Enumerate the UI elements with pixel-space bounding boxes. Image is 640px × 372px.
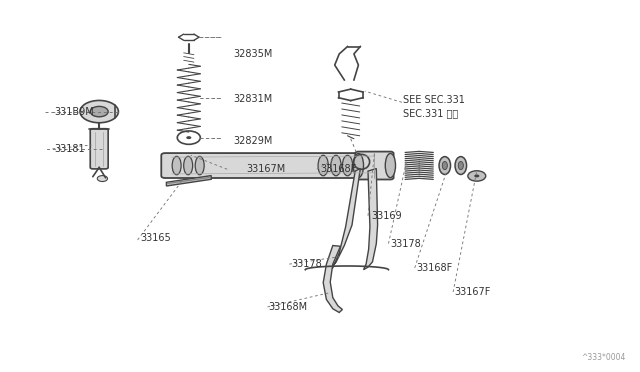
- Polygon shape: [326, 169, 360, 272]
- Text: 331B9M: 331B9M: [54, 107, 94, 116]
- Text: 33167F: 33167F: [454, 287, 491, 297]
- Text: 33178: 33178: [291, 259, 322, 269]
- FancyBboxPatch shape: [355, 152, 394, 179]
- Ellipse shape: [385, 153, 396, 177]
- FancyBboxPatch shape: [161, 153, 385, 178]
- Circle shape: [90, 106, 108, 117]
- Ellipse shape: [331, 155, 341, 176]
- Text: 33168F: 33168F: [320, 164, 356, 174]
- Text: 33167M: 33167M: [246, 164, 285, 174]
- Polygon shape: [364, 169, 378, 270]
- Text: 32835M: 32835M: [234, 49, 273, 59]
- Text: ^333*0004: ^333*0004: [582, 353, 626, 362]
- Text: 32831M: 32831M: [234, 94, 273, 103]
- Text: 33165: 33165: [141, 233, 172, 243]
- Ellipse shape: [353, 153, 364, 177]
- Text: 33168M: 33168M: [269, 302, 308, 312]
- Ellipse shape: [439, 157, 451, 174]
- Ellipse shape: [342, 155, 353, 176]
- Circle shape: [474, 174, 479, 177]
- Circle shape: [80, 100, 118, 123]
- Circle shape: [468, 171, 486, 181]
- Text: SEE SEC.331: SEE SEC.331: [403, 96, 465, 105]
- Ellipse shape: [172, 156, 181, 175]
- Text: 33181: 33181: [54, 144, 85, 154]
- Text: SEC.331 参照: SEC.331 参照: [403, 109, 458, 118]
- FancyBboxPatch shape: [90, 129, 108, 169]
- Text: 33178: 33178: [390, 239, 421, 248]
- Text: 33169: 33169: [371, 211, 402, 221]
- Ellipse shape: [195, 156, 204, 175]
- Ellipse shape: [442, 161, 447, 170]
- Polygon shape: [166, 176, 211, 186]
- Polygon shape: [323, 246, 342, 312]
- Text: 33168F: 33168F: [416, 263, 452, 273]
- Ellipse shape: [318, 155, 328, 176]
- Ellipse shape: [458, 161, 463, 170]
- Circle shape: [97, 176, 108, 182]
- Circle shape: [186, 136, 191, 139]
- Ellipse shape: [184, 156, 193, 175]
- Ellipse shape: [455, 157, 467, 174]
- Text: 32829M: 32829M: [234, 137, 273, 146]
